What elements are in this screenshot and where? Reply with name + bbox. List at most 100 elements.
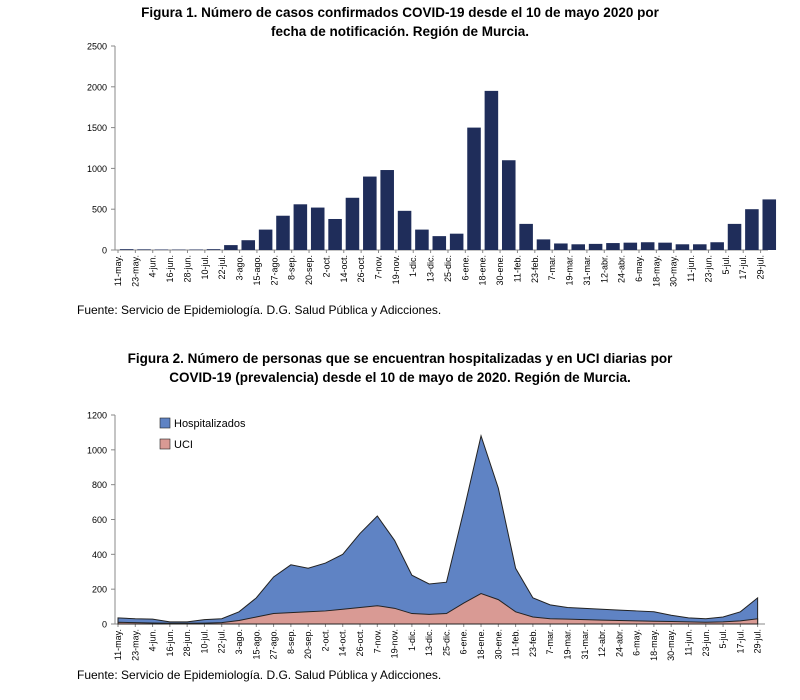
fig2-x-tick-label: 3-ago.	[234, 629, 244, 655]
fig1-bar	[554, 243, 568, 250]
fig2-x-tick-label: 26-oct.	[355, 629, 365, 657]
fig1-bar	[137, 249, 151, 250]
fig1-bar	[710, 242, 724, 250]
fig1-x-tick-label: 15-ago.	[252, 255, 262, 286]
fig1-x-tick-label: 6-ene.	[460, 255, 470, 281]
fig2-hospitalizados-area	[117, 434, 759, 625]
fig1-bar	[484, 90, 499, 250]
fig1-x-tick-label: 30-may.	[669, 255, 679, 287]
fig1-x-tick-label: 11-jun.	[686, 255, 696, 282]
fig2-x-tick-label: 10-jul.	[199, 629, 209, 654]
fig2-x-tick-label: 18-may.	[649, 629, 659, 661]
fig1-x-tick-label: 3-ago.	[235, 255, 245, 281]
fig1-y-tick-label: 2500	[87, 42, 107, 52]
fig1-bar	[380, 170, 394, 250]
fig1-x-tick-label: 18-ene.	[478, 255, 488, 286]
fig2-x-tick-label: 19-nov.	[390, 629, 400, 658]
fig1-bar	[658, 242, 672, 250]
fig2-uci-area	[117, 592, 759, 625]
fig1-bar	[571, 244, 585, 250]
fig2-y-tick-label: 800	[92, 480, 107, 490]
fig2-legend-swatch-1	[159, 438, 171, 450]
fig1-bar	[623, 242, 638, 250]
fig1-x-tick-label: 25-dic.	[443, 255, 453, 282]
fig1-x-tick-label: 11-feb.	[512, 255, 522, 282]
fig1-y-tick-label: 1000	[87, 164, 107, 174]
fig1-bar	[449, 233, 464, 250]
fig2-x-tick-label: 18-ene.	[476, 629, 486, 660]
fig1-x-tick-label: 19-mar.	[565, 255, 575, 286]
fig1-x-tick-label: 5-jul.	[721, 255, 731, 275]
fig1-x-tick-label: 23-may.	[130, 255, 140, 287]
fig1-bar	[363, 176, 377, 250]
fig2-x-tick-label: 6-ene.	[459, 629, 469, 655]
fig2-x-tick-label: 6-may.	[632, 629, 642, 656]
fig1-x-tick-label: 11-may.	[113, 255, 123, 286]
fig1-y-tick-label: 500	[92, 205, 107, 215]
fig1-x-tick-label: 1-dic.	[408, 255, 418, 277]
fig1-bar	[224, 245, 238, 250]
fig1-bar	[501, 160, 516, 250]
fig2-x-tick-label: 31-mar.	[580, 629, 590, 660]
fig1-x-tick-label: 30-ene.	[495, 255, 505, 286]
fig1-x-tick-label: 14-oct.	[339, 255, 349, 283]
figure1-title: Figura 1. Número de casos confirmados CO…	[80, 3, 720, 41]
fig1-bar	[432, 236, 447, 250]
fig2-x-tick-label: 11-may.	[113, 629, 123, 660]
fig1-bar	[276, 215, 290, 250]
fig2-x-tick-label: 15-ago.	[251, 629, 261, 660]
fig1-x-tick-label: 12-abr.	[599, 255, 609, 283]
fig1-x-tick-label: 23-feb.	[530, 255, 540, 283]
fig1-x-tick-label: 16-jun.	[165, 255, 175, 283]
figure2-title-line2: COVID-19 (prevalencia) desde el 10 de ma…	[169, 370, 631, 385]
fig1-bar	[727, 223, 742, 250]
fig2-x-tick-label: 22-jul.	[217, 629, 227, 654]
fig2-y-tick-label: 0	[102, 620, 107, 630]
fig1-x-tick-label: 31-mar.	[582, 255, 592, 286]
figure2-title-line1: Figura 2. Número de personas que se encu…	[127, 351, 673, 366]
fig1-bar	[415, 229, 429, 250]
fig1-x-tick-label: 7-nov.	[374, 255, 384, 279]
fig2-x-tick-label: 12-abr.	[597, 629, 607, 657]
fig1-bar	[119, 249, 134, 250]
fig1-x-tick-label: 10-jul.	[200, 255, 210, 280]
fig1-bar	[310, 207, 325, 250]
figure1-title-line1: Figura 1. Número de casos confirmados CO…	[141, 5, 659, 20]
fig1-bar	[536, 239, 551, 250]
fig1-bar	[519, 223, 533, 250]
fig1-y-tick-label: 1500	[87, 123, 107, 133]
fig2-x-tick-label: 8-sep.	[286, 629, 296, 654]
fig1-bar	[745, 209, 759, 250]
fig2-x-tick-label: 14-oct.	[338, 629, 348, 657]
fig2-y-tick-label: 200	[92, 585, 107, 595]
fig2-x-tick-label: 23-may.	[130, 629, 140, 661]
fig1-bar	[241, 240, 256, 250]
fig2-x-tick-label: 11-feb.	[511, 629, 521, 656]
fig2-x-tick-label: 7-nov.	[372, 629, 382, 653]
fig1-x-tick-label: 29-jul.	[756, 255, 766, 280]
fig2-legend-label-1: UCI	[174, 439, 193, 451]
fig1-x-tick-label: 26-oct.	[356, 255, 366, 283]
fig1-x-tick-label: 4-jun.	[148, 255, 158, 278]
fig1-bar	[345, 197, 360, 250]
fig1-bar	[328, 218, 342, 250]
fig1-x-tick-label: 24-abr.	[617, 255, 627, 283]
fig2-y-tick-label: 400	[92, 550, 107, 560]
fig1-bar	[467, 127, 481, 250]
fig1-bar	[762, 199, 777, 250]
fig2-x-tick-label: 5-jul.	[718, 629, 728, 649]
fig1-x-tick-label: 17-jul.	[738, 255, 748, 280]
fig2-legend-label-0: Hospitalizados	[174, 418, 246, 430]
fig2-x-tick-label: 30-ene.	[493, 629, 503, 660]
figure2-title: Figura 2. Número de personas que se encu…	[80, 349, 720, 387]
fig1-x-tick-label: 22-jul.	[217, 255, 227, 280]
fig1-x-tick-label: 20-sep.	[304, 255, 314, 285]
fig2-y-tick-label: 1200	[87, 411, 107, 421]
fig2-x-tick-label: 29-jul.	[753, 629, 763, 654]
fig1-bar	[293, 204, 308, 250]
fig2-x-tick-label: 24-abr.	[614, 629, 624, 657]
fig2-x-tick-label: 27-ago.	[269, 629, 279, 660]
fig1-x-tick-label: 23-jun.	[703, 255, 713, 283]
fig1-x-tick-label: 13-dic.	[426, 255, 436, 282]
